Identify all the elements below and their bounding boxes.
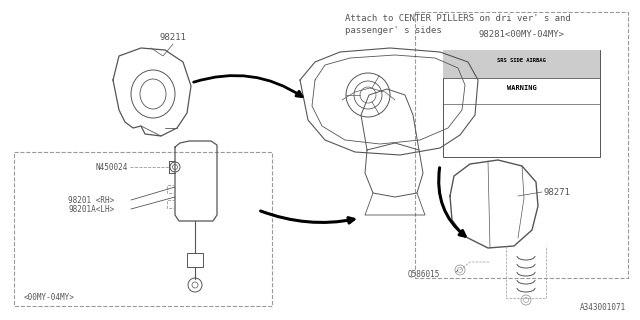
Text: 98201A<LH>: 98201A<LH> [68, 204, 115, 213]
Bar [14, 152, 272, 306]
Text: SRS SIDE AIRBAG: SRS SIDE AIRBAG [497, 58, 546, 62]
Text: WARNING: WARNING [507, 85, 536, 91]
Text: Attach to CENTER PILLERS on dri ver' s and: Attach to CENTER PILLERS on dri ver' s a… [345, 14, 571, 23]
Text: A343001071: A343001071 [580, 303, 626, 312]
Bar [443, 50, 600, 157]
Text: 98281<00MY-04MY>: 98281<00MY-04MY> [479, 29, 564, 38]
Text: 98211: 98211 [159, 33, 186, 42]
Text: 98201 <RH>: 98201 <RH> [68, 196, 115, 204]
Bar [415, 12, 628, 278]
Text: N450024: N450024 [95, 163, 127, 172]
Text: 98271: 98271 [544, 188, 571, 196]
Text: Q586015: Q586015 [408, 269, 440, 278]
Text: passenger' s sides: passenger' s sides [345, 26, 442, 35]
Text: <00MY-04MY>: <00MY-04MY> [24, 293, 75, 302]
Bar [443, 50, 600, 78]
Bar [187, 253, 203, 267]
